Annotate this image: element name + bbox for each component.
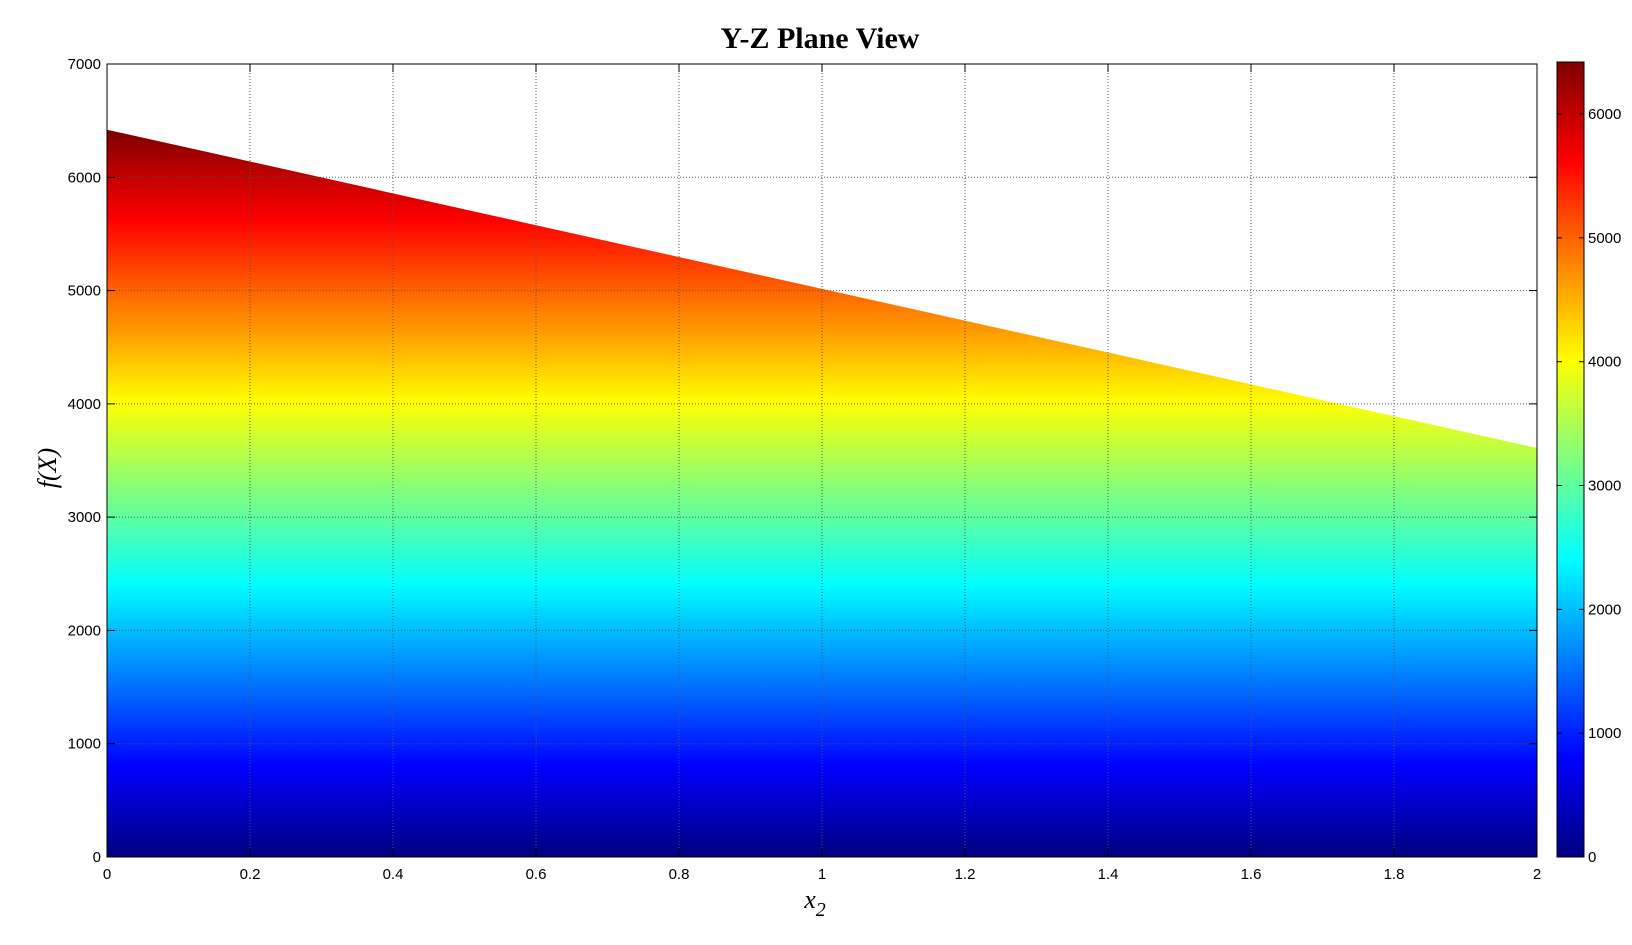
- x-tick-label: 0.8: [669, 866, 690, 883]
- x-axis-label-subscript: 2: [816, 899, 826, 921]
- colorbar-tick-label: 6000: [1588, 106, 1621, 123]
- x-tick-label: 1.8: [1384, 866, 1405, 883]
- chart-title: Y-Z Plane View: [721, 22, 920, 55]
- colorbar: 0 1000 2000 3000 4000 5000 6000: [1556, 61, 1621, 866]
- x-tick-label: 1.2: [955, 866, 976, 883]
- y-tick-label: 3000: [68, 509, 101, 526]
- grid-lines: [107, 64, 1537, 857]
- x-axis-label: x2: [803, 885, 826, 921]
- colorbar-tick-label: 2000: [1588, 601, 1621, 618]
- colorbar-tick-label: 1000: [1588, 725, 1621, 742]
- x-tick-label: 0.2: [240, 866, 261, 883]
- colorbar-ticks: 0 1000 2000 3000 4000 5000 6000: [1557, 106, 1621, 866]
- y-tick-label: 2000: [68, 622, 101, 639]
- colorbar-tick-label: 3000: [1588, 478, 1621, 495]
- x-tick-label: 1.6: [1241, 866, 1262, 883]
- y-tick-label: 4000: [68, 396, 101, 413]
- x-tick-label: 2: [1533, 866, 1541, 883]
- y-axis-ticks: 0 1000 2000 3000 4000 5000 6000 7000: [68, 56, 1537, 866]
- y-tick-label: 6000: [68, 169, 101, 186]
- colorbar-tick-label: 4000: [1588, 354, 1621, 371]
- x-axis-ticks: 0 0.2 0.4 0.6 0.8 1 1.2 1.4 1.6 1.8 2: [103, 64, 1541, 883]
- colorbar-frame: [1556, 61, 1585, 858]
- plot-area: 0 0.2 0.4 0.6 0.8 1 1.2 1.4 1.6 1.8 2 0 1000 2000 300…: [68, 56, 1542, 883]
- x-tick-label: 0.4: [383, 866, 404, 883]
- x-tick-label: 0.6: [526, 866, 547, 883]
- x-tick-label: 1.4: [1098, 866, 1119, 883]
- y-tick-label: 1000: [68, 736, 101, 753]
- y-tick-label: 5000: [68, 283, 101, 300]
- x-tick-label: 1: [818, 866, 826, 883]
- y-tick-label: 7000: [68, 56, 101, 73]
- colorbar-gradient: [1557, 62, 1584, 857]
- colorbar-tick-label: 0: [1588, 849, 1596, 866]
- colorbar-tick-label: 5000: [1588, 230, 1621, 247]
- x-tick-label: 0: [103, 866, 111, 883]
- y-axis-label: f(X): [33, 448, 62, 488]
- x-axis-label-main: x: [803, 885, 816, 914]
- y-tick-label: 0: [93, 849, 101, 866]
